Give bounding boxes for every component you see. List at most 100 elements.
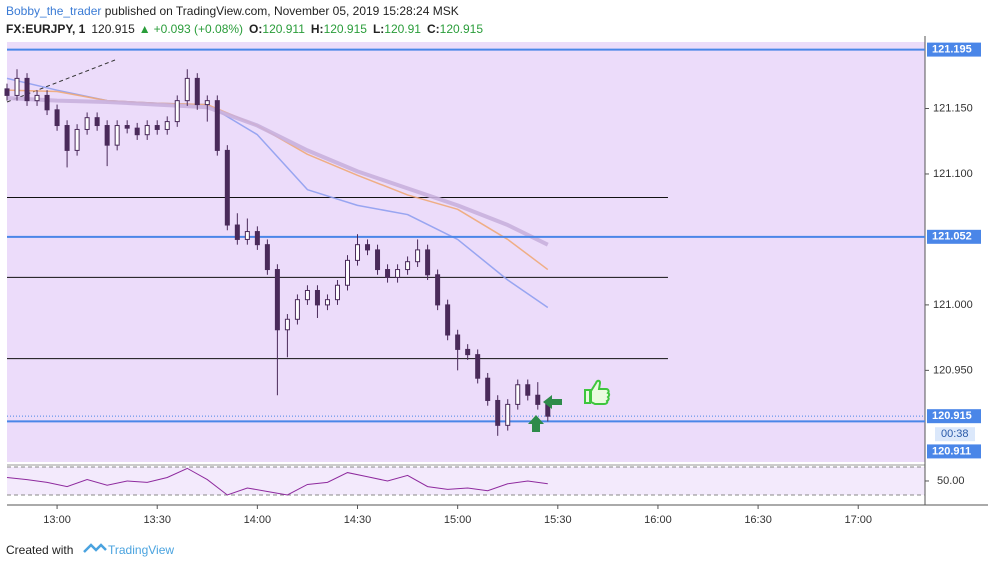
candle-body xyxy=(204,100,210,106)
candle-body xyxy=(405,261,411,271)
level-label-box xyxy=(927,42,981,57)
candle-body xyxy=(224,149,230,226)
candle-body xyxy=(264,244,270,271)
candle-body xyxy=(154,125,160,130)
arrow-left xyxy=(543,395,562,409)
candle-body xyxy=(4,88,10,96)
candle-body xyxy=(24,77,30,102)
candle-body xyxy=(64,125,70,151)
x-tick-label: 13:00 xyxy=(43,514,71,526)
brand: TradingView xyxy=(108,543,174,557)
x-tick-label: 14:30 xyxy=(344,514,372,526)
candle-body xyxy=(234,224,240,240)
candle-body xyxy=(74,128,80,151)
level-label: 120.911 xyxy=(932,445,971,457)
candle-body xyxy=(284,318,290,331)
candle-body xyxy=(435,274,441,306)
rsi-band xyxy=(7,467,925,495)
candle-body xyxy=(495,399,501,426)
x-tick-label: 15:30 xyxy=(544,514,572,526)
x-tick-label: 17:00 xyxy=(844,514,872,526)
trend-line xyxy=(6,59,116,103)
candle-body xyxy=(294,299,300,320)
brand-logo xyxy=(83,543,107,553)
candle-body xyxy=(84,117,90,130)
candle-body xyxy=(324,299,330,306)
candle-body xyxy=(124,125,130,129)
thumbs-up-icon xyxy=(584,379,611,405)
level-label-box xyxy=(927,444,981,459)
last: 120.915 xyxy=(91,22,135,36)
candle-body xyxy=(375,249,381,271)
x-tick-label: 16:00 xyxy=(644,514,672,526)
candle-body xyxy=(104,125,110,146)
candle-body xyxy=(134,127,140,136)
candle-body xyxy=(174,100,180,123)
published: published on TradingView.com, November 0… xyxy=(101,4,458,18)
candle-body xyxy=(34,94,40,102)
candle-body xyxy=(475,354,481,379)
candle-body xyxy=(515,384,521,405)
quote-line: FX:EURJPY, 1 120.915 ▲ +0.093 (+0.08%) O:120… xyxy=(6,22,483,36)
candle-body xyxy=(395,269,401,278)
rsi-line xyxy=(6,467,548,496)
candle-body xyxy=(485,377,491,401)
arrow-up xyxy=(528,415,544,432)
last-price-label: 120.915 xyxy=(932,410,972,422)
candle-body xyxy=(415,249,421,263)
candle-body xyxy=(14,77,20,96)
y-tick-label: 121.100 xyxy=(933,168,973,180)
x-tick-label: 13:30 xyxy=(143,514,171,526)
level-label-box xyxy=(927,229,981,244)
candle-body xyxy=(425,249,431,276)
symbol: FX:EURJPY, 1 xyxy=(6,22,86,36)
candle-body xyxy=(194,77,200,106)
candle-body xyxy=(274,269,280,331)
countdown: 00:38 xyxy=(941,428,969,440)
header-line: Bobby_the_trader published on TradingVie… xyxy=(6,4,459,18)
x-tick-label: 14:00 xyxy=(244,514,272,526)
ohlc-value: 120.911 xyxy=(262,22,305,36)
rsi-tick-label: 50.00 xyxy=(937,475,965,487)
candle-body xyxy=(44,94,50,111)
candle-body xyxy=(314,289,320,306)
candle-body xyxy=(535,394,541,405)
last-price-label-box xyxy=(927,409,981,424)
ohlc-value: 120.915 xyxy=(440,22,484,36)
candle-body xyxy=(455,334,461,350)
arrow: ▲ xyxy=(139,22,151,36)
candle-body xyxy=(355,244,361,261)
ohlc-label: H: xyxy=(311,22,324,36)
candle-body xyxy=(385,269,391,278)
candle-body xyxy=(525,384,531,396)
ohlc-label: L: xyxy=(373,22,384,36)
quote: FX:EURJPY, 1 120.915 ▲ +0.093 (+0.08%) O:120… xyxy=(6,22,483,36)
x-tick-label: 16:30 xyxy=(744,514,772,526)
candle-body xyxy=(445,304,451,336)
candle-body xyxy=(144,125,150,136)
candle-body xyxy=(334,284,340,301)
ohlc-value: 120.91 xyxy=(384,22,421,36)
candle-body xyxy=(214,100,220,151)
footer-text: Created with xyxy=(6,543,73,557)
countdown-box xyxy=(935,427,975,442)
ohlc-value: 120.915 xyxy=(324,22,368,36)
candle-body xyxy=(114,125,120,146)
candle-body xyxy=(505,403,511,426)
ohlc-label: C: xyxy=(427,22,440,36)
ohlc-label: O: xyxy=(249,22,262,36)
level-label: 121.052 xyxy=(932,231,972,243)
candle-body xyxy=(54,109,60,127)
plot-area xyxy=(7,42,925,462)
candle-body xyxy=(344,259,350,286)
candle-body xyxy=(465,348,471,356)
moving-average xyxy=(6,96,549,247)
candle-body xyxy=(365,244,371,251)
author: Bobby_the_trader xyxy=(6,4,101,18)
candle-body xyxy=(244,231,250,240)
level-label: 121.195 xyxy=(932,43,972,55)
candle-body xyxy=(164,121,170,130)
candle-body xyxy=(94,117,100,127)
y-tick-label: 121.150 xyxy=(933,102,973,114)
candle-body xyxy=(184,77,190,102)
